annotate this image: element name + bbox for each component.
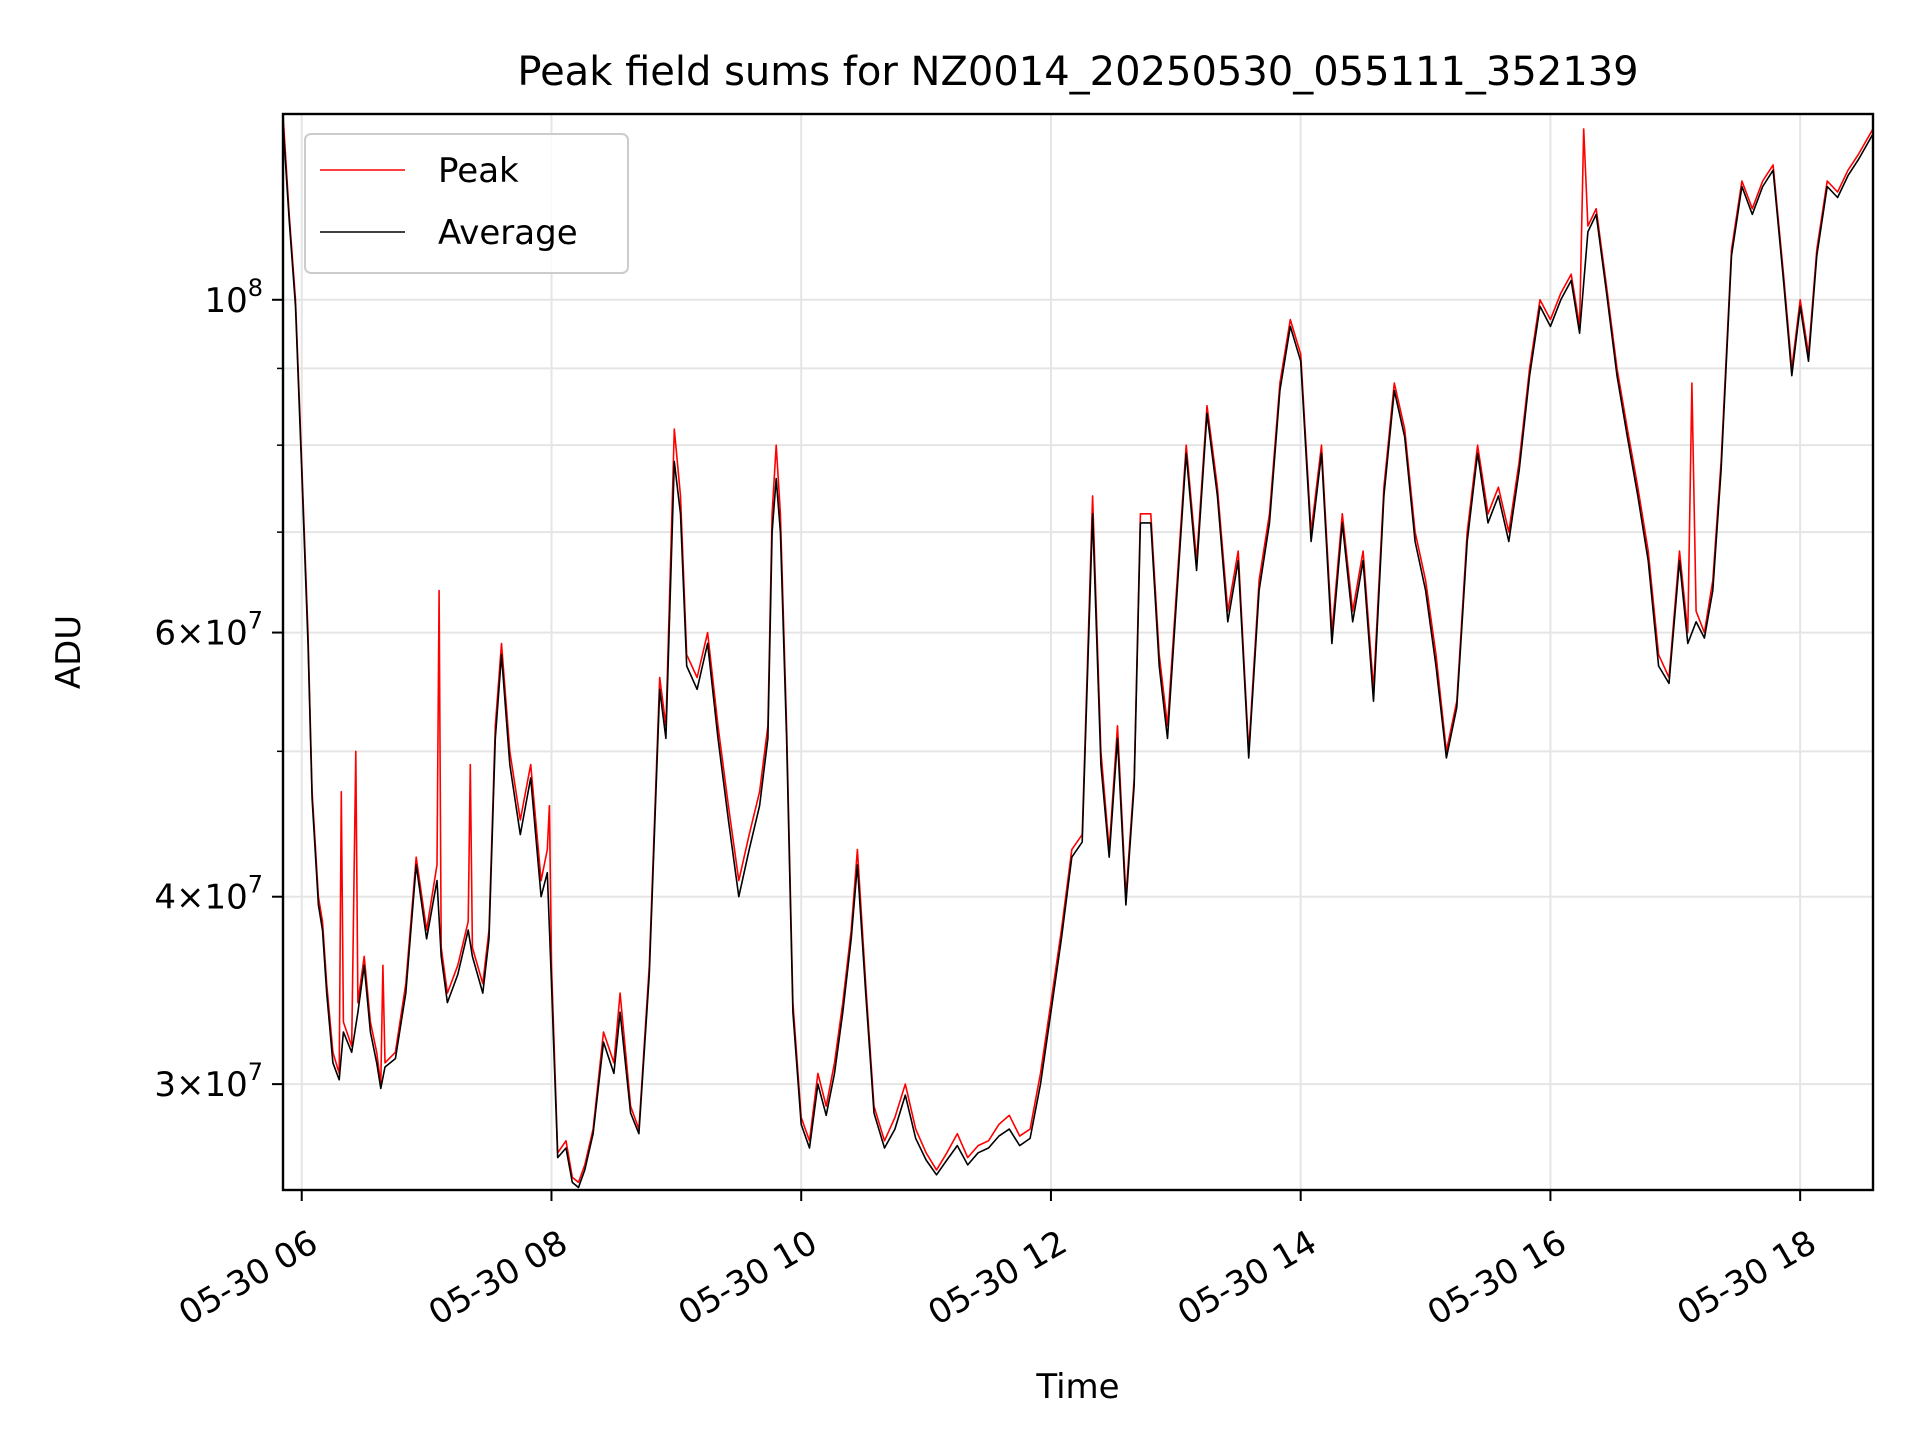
- y-tick-label: 108: [204, 274, 263, 321]
- series-line-peak: [282, 113, 1874, 1184]
- y-tick-label: 6×107: [154, 607, 263, 654]
- y-tick-label: 3×107: [154, 1058, 263, 1105]
- legend-label-peak: Peak: [438, 151, 519, 191]
- plot-series: [282, 113, 1874, 1189]
- grid: [283, 114, 1873, 1190]
- series-line-average: [282, 123, 1874, 1189]
- legend-label-average: Average: [438, 213, 578, 253]
- plot-frame: [281, 112, 1875, 1192]
- x-axis-label: Time: [1035, 1367, 1119, 1407]
- chart-title: Peak field sums for NZ0014_20250530_0551…: [517, 49, 1638, 95]
- y-axis-label: ADU: [49, 615, 89, 689]
- legend: Peak Average: [304, 133, 629, 274]
- y-tick-label: 4×107: [154, 871, 263, 918]
- legend-box: [304, 133, 629, 274]
